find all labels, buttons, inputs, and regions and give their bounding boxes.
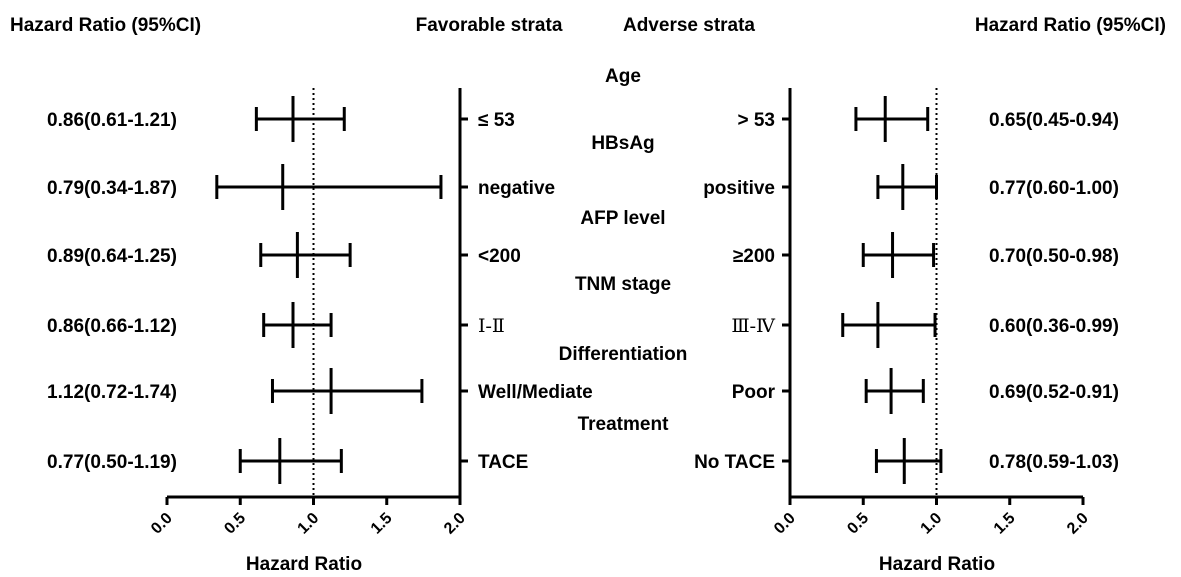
group-label: Age bbox=[605, 66, 641, 87]
stratum-label: Poor bbox=[732, 382, 776, 403]
plot-layer: Age HBsAg AFP level TNM stage Differentiatio… bbox=[47, 66, 1119, 575]
x-axis-label: Hazard Ratio bbox=[879, 554, 995, 575]
hr-ci-text: 0.77(0.50-1.19) bbox=[47, 452, 177, 473]
group-label: HBsAg bbox=[591, 133, 654, 154]
stratum-label: > 53 bbox=[737, 110, 775, 131]
stratum-label: Ⅰ-Ⅱ bbox=[478, 316, 505, 337]
x-tick-label: 1.0 bbox=[918, 510, 946, 538]
stratum-label: TACE bbox=[478, 452, 528, 473]
stratum-label: positive bbox=[703, 178, 775, 199]
x-tick-label: 1.5 bbox=[368, 510, 396, 538]
header-right-hr: Hazard Ratio (95%CI) bbox=[975, 15, 1166, 36]
hr-ci-text: 0.78(0.59-1.03) bbox=[989, 452, 1119, 473]
hr-ci-text: 0.89(0.64-1.25) bbox=[47, 246, 177, 267]
x-tick-label: 1.0 bbox=[295, 510, 323, 538]
hr-ci-text: 0.60(0.36-0.99) bbox=[989, 316, 1119, 337]
group-label: Treatment bbox=[578, 414, 669, 435]
x-axis-label: Hazard Ratio bbox=[246, 554, 362, 575]
stratum-label: ≥200 bbox=[733, 246, 775, 267]
hr-ci-text: 0.79(0.34-1.87) bbox=[47, 178, 177, 199]
x-tick-label: 0.0 bbox=[771, 510, 799, 538]
stratum-label: <200 bbox=[478, 246, 521, 267]
x-tick-label: 0.5 bbox=[844, 510, 872, 538]
x-tick-label: 1.5 bbox=[991, 510, 1019, 538]
stratum-label: ≤ 53 bbox=[478, 110, 515, 131]
hr-ci-text: 0.69(0.52-0.91) bbox=[989, 382, 1119, 403]
hr-ci-text: 0.77(0.60-1.00) bbox=[989, 178, 1119, 199]
group-label: Differentiation bbox=[559, 344, 688, 365]
hr-ci-text: 0.70(0.50-0.98) bbox=[989, 246, 1119, 267]
stratum-label: negative bbox=[478, 178, 555, 199]
header-adverse: Adverse strata bbox=[623, 15, 755, 36]
x-tick-label: 0.0 bbox=[148, 510, 176, 538]
x-tick-label: 2.0 bbox=[1064, 510, 1092, 538]
header-left-hr: Hazard Ratio (95%CI) bbox=[10, 15, 201, 36]
x-tick-label: 2.0 bbox=[441, 510, 469, 538]
group-label: TNM stage bbox=[575, 274, 671, 295]
hr-ci-text: 0.86(0.66-1.12) bbox=[47, 316, 177, 337]
hr-ci-text: 0.65(0.45-0.94) bbox=[989, 110, 1119, 131]
stratum-label: Well/Mediate bbox=[478, 382, 593, 403]
hr-ci-text: 1.12(0.72-1.74) bbox=[47, 382, 177, 403]
x-tick-label: 0.5 bbox=[221, 510, 249, 538]
hr-ci-text: 0.86(0.61-1.21) bbox=[47, 110, 177, 131]
stratum-label: No TACE bbox=[694, 452, 775, 473]
stratum-label: Ⅲ-Ⅳ bbox=[731, 316, 776, 337]
header-favorable: Favorable strata bbox=[416, 15, 563, 36]
group-label: AFP level bbox=[580, 208, 665, 229]
